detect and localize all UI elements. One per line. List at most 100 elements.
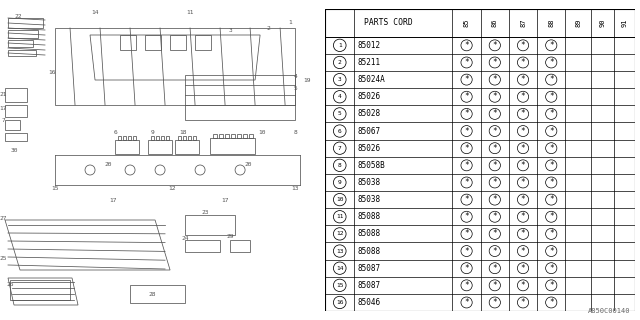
Text: A850C00140: A850C00140	[588, 308, 630, 314]
Bar	[115, 140, 139, 154]
Text: *: *	[493, 246, 497, 256]
Text: 28: 28	[148, 292, 156, 298]
Bar	[185, 215, 235, 235]
Text: 91: 91	[621, 19, 627, 27]
Text: 25: 25	[0, 255, 7, 260]
Text: *: *	[493, 92, 497, 101]
Text: 85024A: 85024A	[358, 75, 385, 84]
Text: *: *	[521, 41, 525, 50]
Text: *: *	[549, 229, 554, 238]
Text: *: *	[521, 264, 525, 273]
Text: 89: 89	[575, 19, 581, 27]
Bar	[210, 138, 255, 154]
Bar	[230, 240, 250, 252]
Bar	[133, 136, 136, 140]
Bar	[188, 136, 191, 140]
Text: *: *	[493, 144, 497, 153]
Text: *: *	[464, 229, 469, 238]
Text: *: *	[464, 92, 469, 101]
Text: 8: 8	[293, 130, 297, 134]
Text: 9: 9	[338, 180, 342, 185]
Text: 12: 12	[336, 231, 344, 236]
Bar	[118, 136, 121, 140]
Text: *: *	[464, 212, 469, 221]
Text: *: *	[464, 195, 469, 204]
Text: *: *	[493, 126, 497, 136]
Text: *: *	[464, 109, 469, 118]
Text: *: *	[493, 58, 497, 67]
Text: 87: 87	[520, 19, 526, 27]
Text: *: *	[521, 92, 525, 101]
Text: *: *	[549, 75, 554, 84]
Text: 3: 3	[228, 28, 232, 33]
Text: 85012: 85012	[358, 41, 381, 50]
Text: 15: 15	[51, 186, 59, 190]
Text: 11: 11	[336, 214, 344, 219]
Text: *: *	[521, 229, 525, 238]
Text: *: *	[521, 109, 525, 118]
Text: 85211: 85211	[358, 58, 381, 67]
Text: 1: 1	[338, 43, 342, 48]
Text: *: *	[521, 246, 525, 256]
Text: *: *	[464, 144, 469, 153]
Text: 30: 30	[10, 148, 18, 153]
Text: 11: 11	[186, 10, 194, 14]
Bar	[243, 134, 247, 138]
Text: 17: 17	[221, 197, 229, 203]
Text: *: *	[549, 264, 554, 273]
Text: 10: 10	[336, 197, 344, 202]
Text: *: *	[521, 75, 525, 84]
Text: *: *	[549, 126, 554, 136]
Text: 26: 26	[6, 283, 13, 287]
Text: *: *	[549, 195, 554, 204]
Text: 18: 18	[179, 131, 187, 135]
Text: 16: 16	[336, 300, 344, 305]
Text: 88: 88	[548, 19, 554, 27]
Text: 85038: 85038	[358, 178, 381, 187]
Text: *: *	[464, 126, 469, 136]
Bar	[128, 136, 131, 140]
Text: *: *	[549, 144, 554, 153]
Text: *: *	[464, 298, 469, 307]
Text: 2: 2	[338, 60, 342, 65]
Text: 21: 21	[0, 92, 7, 97]
Text: 4: 4	[293, 74, 297, 78]
Text: *: *	[493, 178, 497, 187]
Text: 13: 13	[291, 186, 299, 190]
Bar	[185, 240, 220, 252]
Text: 85: 85	[463, 19, 470, 27]
Text: *: *	[549, 298, 554, 307]
Bar	[5, 88, 27, 102]
Text: 17: 17	[0, 106, 7, 110]
Text: *: *	[549, 246, 554, 256]
Bar	[249, 134, 253, 138]
Text: *: *	[493, 212, 497, 221]
Text: 85026: 85026	[358, 92, 381, 101]
Text: 5: 5	[293, 85, 297, 91]
Bar	[225, 134, 229, 138]
Text: 10: 10	[259, 131, 266, 135]
Text: 2: 2	[266, 26, 270, 30]
Text: 85028: 85028	[358, 109, 381, 118]
Bar	[5, 133, 27, 141]
Bar	[5, 120, 20, 130]
Bar	[175, 140, 199, 154]
Bar	[231, 134, 235, 138]
Text: *: *	[521, 281, 525, 290]
Text: *: *	[521, 178, 525, 187]
Text: *: *	[549, 212, 554, 221]
Text: 16: 16	[48, 69, 56, 75]
Bar	[8, 18, 43, 28]
Text: *: *	[549, 161, 554, 170]
Text: 85088: 85088	[358, 246, 381, 256]
Text: *: *	[521, 212, 525, 221]
Text: *: *	[493, 298, 497, 307]
Bar	[8, 30, 38, 38]
Text: *: *	[549, 92, 554, 101]
Text: *: *	[549, 109, 554, 118]
Bar	[166, 136, 169, 140]
Text: *: *	[549, 281, 554, 290]
Text: *: *	[464, 264, 469, 273]
Text: *: *	[464, 41, 469, 50]
Bar	[8, 50, 36, 56]
